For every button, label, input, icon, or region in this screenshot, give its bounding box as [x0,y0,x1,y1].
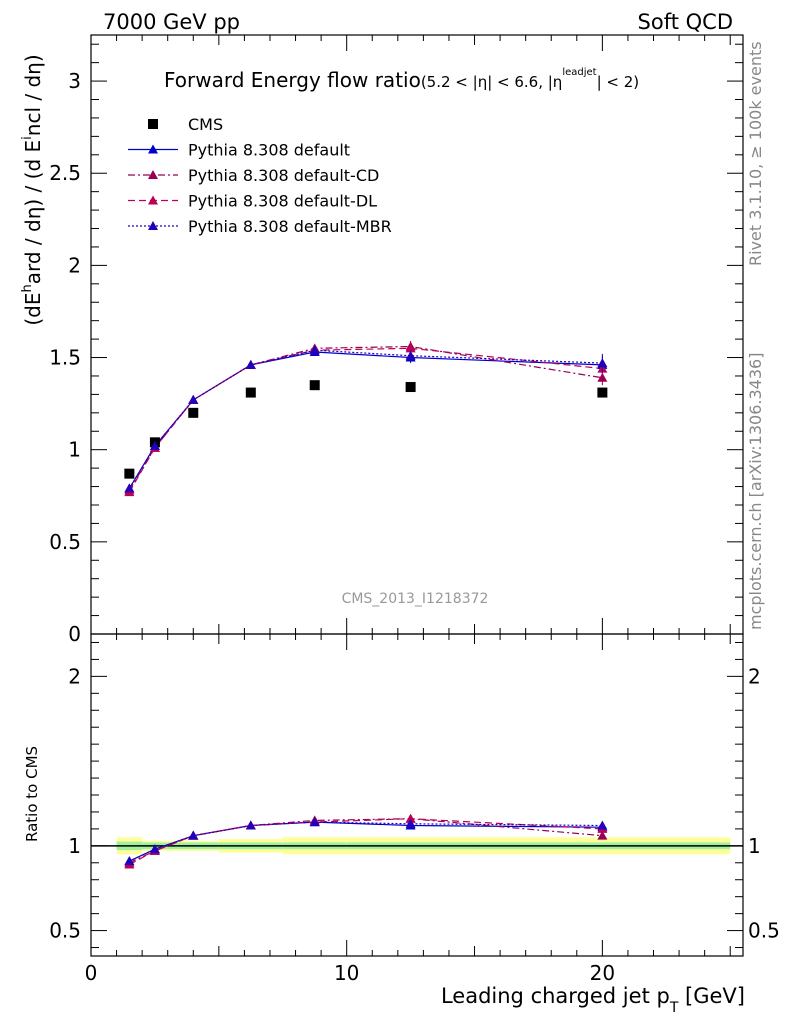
main-series-lines [128,345,603,493]
ratio-y-tick-label-l-2: 2 [68,664,81,688]
cms-point-3 [245,387,256,398]
legend-label-0: CMS [188,115,223,134]
plot-frames [90,34,744,957]
series-line-2 [128,345,603,491]
legend-marker-1 [148,144,158,154]
x-tick-label-1: 10 [334,961,359,985]
y-axis-label: (dEhard / dη) / (d Eincl / dη) [20,54,45,325]
series-4-marker-0 [124,483,135,493]
legend-marker-0 [148,119,158,129]
ratio-y-tick-label-r-2: 2 [748,664,761,688]
series-4-marker-1 [149,441,160,451]
series-4-marker-2 [188,394,199,404]
chart-title-main: Forward Energy flow ratio [164,68,421,92]
ratio-3-marker-3 [245,820,256,830]
series-4-marker-5 [405,350,416,360]
legend-marker-4 [148,221,158,230]
x-axis-label-a: Leading charged jet p [441,984,670,1008]
series-4-marker-6 [597,358,608,368]
series-4-marker-4 [309,345,320,355]
y-axis-label-b: h [20,284,35,292]
ratio-plot-frame [90,633,744,957]
y-tick-label-2: 1 [68,438,81,462]
ratio-y-axis-label: Ratio to CMS [23,746,41,842]
ratio-3-marker-5 [405,818,416,828]
legend-marker-3 [148,195,158,205]
legend-label-4: Pythia 8.308 default-MBR [188,217,392,236]
y-axis-label-a: (dE [21,293,45,326]
legend-label-2: Pythia 8.308 default-CD [188,166,379,185]
ratio-y-tick-label-r-0: 0.5 [748,919,780,943]
ratio-3-marker-2 [188,830,199,840]
cms-point-2 [188,407,199,418]
chart-title-cut-b: leadjet [562,67,596,78]
analysis-watermark: CMS_2013_I1218372 [342,591,489,607]
header-left-label: 7000 GeV pp [103,10,240,34]
x-tick-label-0: 0 [85,961,98,985]
y-axis-label-c: ard / dη) / (d E [21,140,45,284]
y-axis-label-d: i [20,136,35,140]
ratio-1-marker-6 [597,830,608,840]
mcplots-label: mcplots.cern.ch [arXiv:1306.3436] [746,353,765,630]
x-axis-label-c: [GeV] [678,984,745,1008]
x-tick-label-2: 20 [590,961,615,985]
legend-label-1: Pythia 8.308 default [188,141,350,160]
y-tick-label-4: 2 [68,253,81,277]
ratio-3-marker-0 [124,856,135,866]
cms-point-0 [124,468,135,479]
header-right-label: Soft QCD [638,10,733,34]
cms-point-4 [309,380,320,391]
chart-title: Forward Energy flow ratio(5.2 < |η| < 6.… [164,67,639,92]
ratio-3-marker-4 [309,817,320,827]
ratio-series [124,813,608,869]
legend: CMS Pythia 8.308 default Pythia 8.308 defa… [128,115,392,236]
rivet-version-label: Rivet 3.1.10, ≥ 100k events [746,41,765,266]
ratio-3-marker-6 [597,820,608,830]
y-tick-label-1: 0.5 [49,530,81,554]
x-axis-label-b: T [669,1000,679,1016]
ratio-y-tick-label-l-1: 1 [68,834,81,858]
ratio-3-marker-1 [149,844,160,854]
ratio-y-tick-label-l-0: 0.5 [49,919,81,943]
series-line-4 [128,349,603,489]
legend-label-3: Pythia 8.308 default-DL [188,192,377,211]
cms-point-5 [405,382,416,393]
ratio-y-tick-label-r-1: 1 [748,834,761,858]
x-axis-label: Leading charged jet pT [GeV] [441,984,745,1016]
y-axis-label-e: ncl / dη) [21,54,45,136]
chart-title-cut-a: (5.2 < |η| < 6.6, |η [421,73,562,91]
series-2-marker-6 [597,372,608,382]
main-series-markers [124,340,608,497]
ratio-data-bands [91,837,743,855]
series-line-1 [128,351,603,489]
cms-point-6 [597,387,608,398]
y-tick-label-0: 0 [68,622,81,646]
y-tick-label-5: 2.5 [49,161,81,185]
ratio-2-marker-5 [405,813,416,823]
y-tick-label-3: 1.5 [49,346,81,370]
series-4-marker-3 [245,359,256,369]
chart-title-cut-c: | < 2) [597,73,640,91]
series-3-marker-5 [405,343,416,353]
series-line-3 [128,347,603,493]
y-tick-label-6: 3 [68,69,81,93]
legend-marker-2 [148,170,158,179]
